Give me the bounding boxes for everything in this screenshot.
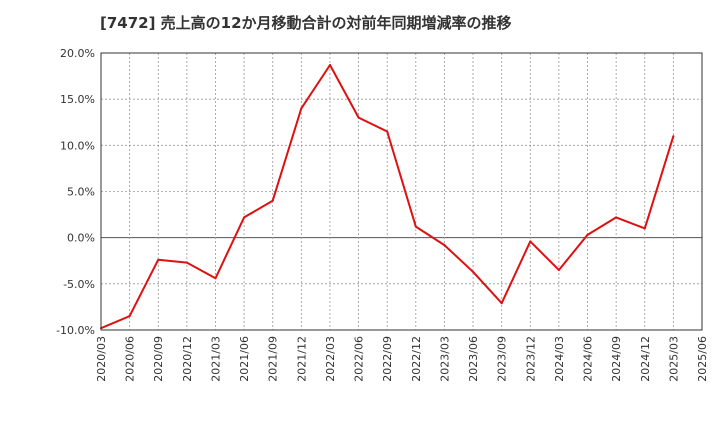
data-point [128, 315, 131, 318]
data-point [557, 268, 560, 271]
y-tick-label: 10.0% [60, 139, 95, 152]
y-tick-label: 20.0% [60, 47, 95, 60]
y-tick-label: 5.0% [67, 186, 95, 199]
data-point [414, 225, 417, 228]
data-point [615, 216, 618, 219]
x-tick-label: 2023/03 [438, 336, 451, 382]
x-tick-label: 2023/12 [524, 336, 537, 382]
x-tick-label: 2021/12 [295, 336, 308, 382]
plot-frame [100, 52, 703, 331]
data-point [643, 227, 646, 230]
x-tick-label: 2024/09 [610, 336, 623, 382]
x-tick-label: 2020/03 [95, 336, 108, 382]
data-point [157, 258, 160, 261]
x-tick-label: 2020/12 [181, 336, 194, 382]
y-tick-label: 0.0% [67, 232, 95, 245]
data-point [443, 244, 446, 247]
data-point [357, 116, 360, 119]
data-point [472, 270, 475, 273]
x-tick-label: 2021/03 [209, 336, 222, 382]
data-point [271, 199, 274, 202]
x-tick-label: 2021/06 [238, 336, 251, 382]
x-tick-label: 2025/06 [696, 336, 709, 382]
y-tick-label: 15.0% [60, 93, 95, 106]
data-point [328, 64, 331, 67]
x-tick-label: 2024/03 [553, 336, 566, 382]
x-tick-label: 2020/09 [152, 336, 165, 382]
x-axis-ticks: 2020/03 2020/06 2020/09 2020/12 2021/03 2021/… [95, 336, 709, 382]
grid-lines [100, 52, 703, 331]
data-point [529, 240, 532, 243]
data-point [586, 233, 589, 236]
data-point [243, 216, 246, 219]
x-tick-label: 2025/03 [667, 336, 680, 382]
x-tick-label: 2023/06 [467, 336, 480, 382]
series-line [100, 64, 675, 330]
y-tick-label: -10.0% [56, 324, 95, 337]
y-tick-label: -5.0% [63, 278, 95, 291]
data-point [386, 130, 389, 133]
x-tick-label: 2020/06 [124, 336, 137, 382]
chart-title: [7472] 売上高の12か月移動合計の対前年同期増減率の推移 [100, 14, 512, 32]
x-tick-label: 2024/06 [582, 336, 595, 382]
data-point [214, 277, 217, 280]
data-point [672, 135, 675, 138]
data-point [500, 302, 503, 305]
x-tick-label: 2022/09 [381, 336, 394, 382]
data-point [300, 107, 303, 110]
data-point [185, 261, 188, 264]
x-tick-label: 2022/03 [324, 336, 337, 382]
x-tick-label: 2021/09 [267, 336, 280, 382]
x-tick-label: 2022/06 [353, 336, 366, 382]
x-tick-label: 2024/12 [639, 336, 652, 382]
x-tick-label: 2022/12 [410, 336, 423, 382]
x-tick-label: 2023/09 [496, 336, 509, 382]
y-axis-ticks: 20.0% 15.0% 10.0% 5.0% 0.0% -5.0% -10.0% [56, 47, 95, 337]
